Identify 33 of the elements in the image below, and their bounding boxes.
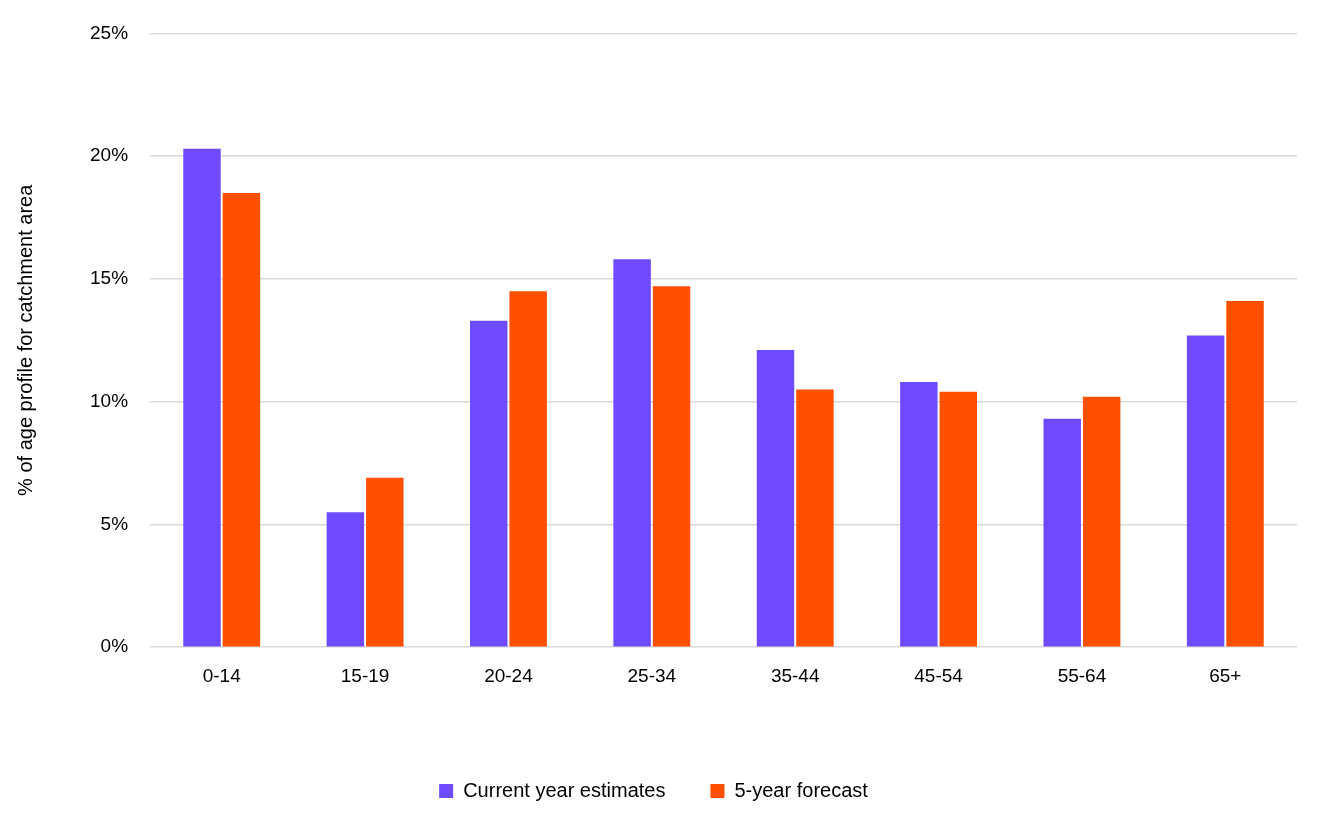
y-tick-label: 20% [90, 144, 129, 166]
x-tick-label: 15-19 [340, 664, 390, 686]
y-tick-label: 0% [100, 635, 129, 657]
bar [1186, 335, 1225, 647]
bar [470, 320, 508, 647]
bar [939, 391, 978, 647]
bar [1043, 418, 1081, 647]
bar [900, 382, 938, 647]
y-tick-label: 15% [90, 267, 129, 289]
bar [652, 286, 691, 647]
y-tick-label: 5% [100, 512, 129, 534]
legend-label: 5-year forecast [734, 778, 869, 801]
bar [509, 291, 547, 647]
bar [1082, 396, 1121, 647]
bar [613, 259, 651, 647]
x-tick-label: 20-24 [484, 664, 534, 686]
legend-label: Current year estimates [463, 778, 666, 801]
bar [183, 148, 221, 647]
bar [1226, 301, 1264, 647]
x-tick-label: 45-54 [914, 664, 964, 686]
y-axis-title: % of age profile for catchment area [13, 183, 36, 496]
x-tick-label: 65+ [1209, 664, 1242, 686]
x-tick-label: 55-64 [1057, 664, 1107, 686]
x-tick-label: 35-44 [770, 664, 820, 686]
bar [756, 350, 795, 647]
bar [326, 512, 365, 647]
y-tick-label: 25% [90, 21, 129, 43]
x-tick-label: 25-34 [627, 664, 677, 686]
bar [222, 192, 261, 647]
bar [796, 389, 834, 647]
bar [366, 477, 404, 647]
x-tick-label: 0-14 [202, 664, 242, 686]
y-tick-label: 10% [90, 389, 129, 411]
